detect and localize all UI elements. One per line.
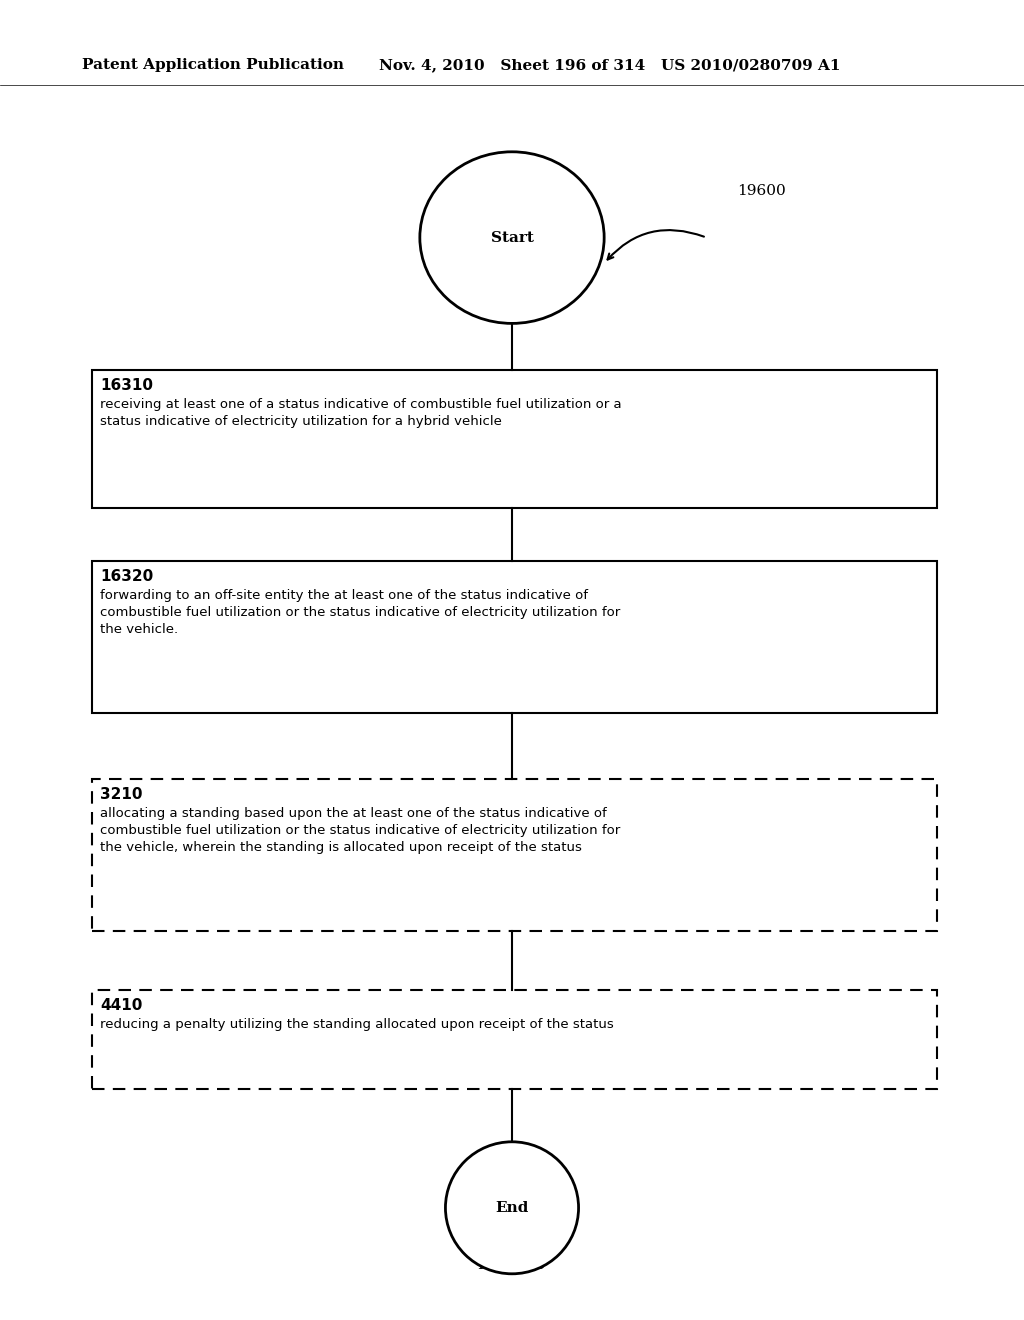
Text: allocating a standing based upon the at least one of the status indicative of
co: allocating a standing based upon the at …	[100, 807, 621, 854]
Ellipse shape	[445, 1142, 579, 1274]
Text: Nov. 4, 2010   Sheet 196 of 314   US 2010/0280709 A1: Nov. 4, 2010 Sheet 196 of 314 US 2010/02…	[379, 58, 841, 73]
Text: reducing a penalty utilizing the standing allocated upon receipt of the status: reducing a penalty utilizing the standin…	[100, 1018, 614, 1031]
Text: End: End	[496, 1201, 528, 1214]
Text: forwarding to an off-site entity the at least one of the status indicative of
co: forwarding to an off-site entity the at …	[100, 589, 621, 636]
Bar	[92, 990, 937, 1089]
Bar	[92, 370, 937, 508]
Text: 16310: 16310	[100, 378, 154, 392]
Text: receiving at least one of a status indicative of combustible fuel utilization or: receiving at least one of a status indic…	[100, 397, 622, 428]
Text: 16320: 16320	[100, 569, 154, 583]
Bar	[92, 561, 937, 713]
Text: Start: Start	[490, 231, 534, 244]
Text: 3210: 3210	[100, 787, 142, 801]
Ellipse shape	[420, 152, 604, 323]
Bar	[92, 779, 937, 931]
Text: Patent Application Publication: Patent Application Publication	[82, 58, 344, 73]
Text: FIG. 196: FIG. 196	[478, 1258, 546, 1271]
Text: 19600: 19600	[737, 185, 786, 198]
Text: 4410: 4410	[100, 998, 142, 1012]
